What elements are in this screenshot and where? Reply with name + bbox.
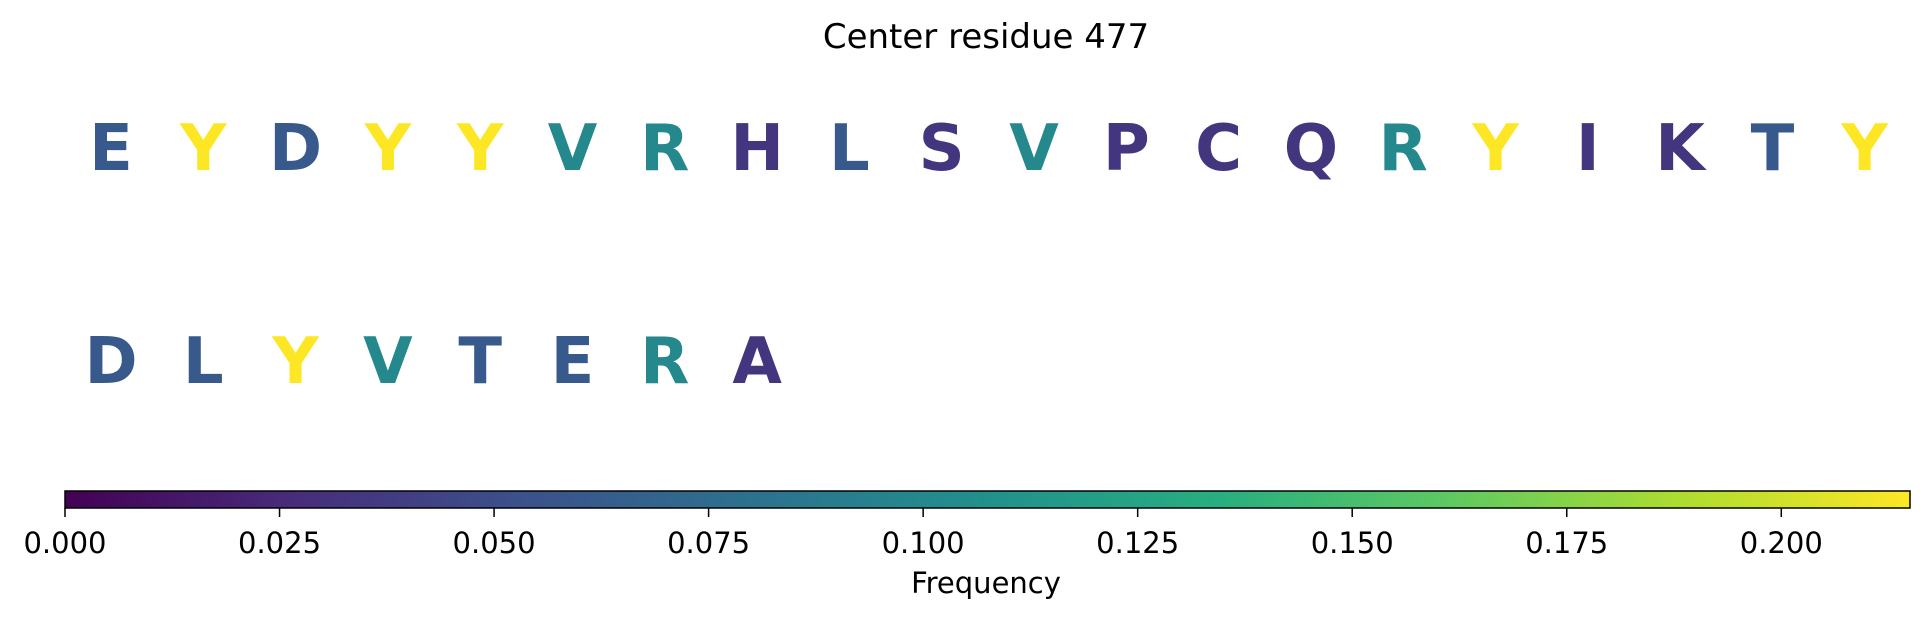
residue-letter: Y — [271, 325, 319, 399]
residue-letter: Y — [179, 112, 227, 186]
residue-letter: C — [1195, 112, 1242, 186]
colorbar-label: Frequency — [911, 566, 1061, 600]
colorbar-tick-label: 0.125 — [1096, 526, 1179, 560]
residue-letter: R — [640, 112, 689, 186]
residue-letter: K — [1655, 112, 1707, 186]
colorbar-tick-label: 0.175 — [1525, 526, 1608, 560]
colorbar-tick-label: 0.025 — [238, 526, 321, 560]
residue-letter: L — [183, 325, 224, 399]
colorbar-tick-label: 0.050 — [453, 526, 536, 560]
residue-letter: Y — [1841, 112, 1889, 186]
residue-letter: R — [1379, 112, 1428, 186]
residue-letter: Y — [364, 112, 412, 186]
colorbar-tick-label: 0.100 — [882, 526, 965, 560]
colorbar-tick-label: 0.150 — [1311, 526, 1394, 560]
chart-title: Center residue 477 — [823, 17, 1149, 57]
residue-letter: D — [269, 112, 322, 186]
residue-letter: R — [640, 325, 689, 399]
residue-letter: T — [1751, 112, 1795, 186]
colorbar: 0.000 0.025 0.050 0.075 0.100 0.125 0.150 0.175… — [23, 490, 1911, 600]
residue-letter: V — [548, 112, 598, 186]
residue-letter: E — [551, 325, 595, 399]
colorbar-tick-label: 0.200 — [1740, 526, 1823, 560]
residue-letter: Q — [1284, 112, 1338, 186]
residue-letter: I — [1576, 112, 1600, 186]
residue-letter: S — [919, 112, 965, 186]
residue-letter: Y — [1471, 112, 1519, 186]
residue-letter: H — [730, 112, 784, 186]
colorbar-gradient — [64, 490, 1911, 509]
residue-letter: V — [1009, 112, 1059, 186]
residue-letter: T — [458, 325, 502, 399]
residue-letter: E — [89, 112, 133, 186]
residue-letters: E Y D Y Y V R H L S V P C Q R Y I K T YD L Y V T E R A — [84, 112, 1888, 399]
residue-letter: P — [1103, 112, 1150, 186]
residue-letter: A — [732, 325, 782, 399]
colorbar-tick-label: 0.000 — [23, 526, 106, 560]
residue-letter: D — [84, 325, 137, 399]
colorbar-ticks: 0.000 0.025 0.050 0.075 0.100 0.125 0.150 0.175… — [23, 508, 1823, 560]
residue-letter: Y — [456, 112, 504, 186]
residue-letter: V — [363, 325, 413, 399]
colorbar-tick-label: 0.075 — [667, 526, 750, 560]
residue-letter: L — [829, 112, 870, 186]
